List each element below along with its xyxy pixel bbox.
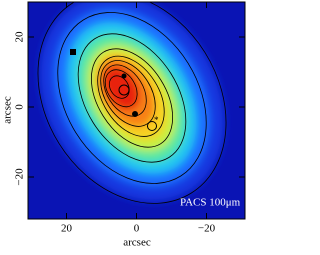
marker xyxy=(70,49,76,55)
x-tick-label: 0 xyxy=(134,223,140,235)
marker xyxy=(118,84,130,96)
y-axis-label: arcsec xyxy=(2,96,14,124)
y-tick-label: −20 xyxy=(14,168,26,186)
x-tick-label: −20 xyxy=(198,223,216,235)
marker xyxy=(121,73,127,79)
marker xyxy=(147,121,157,131)
chart: * PACS 100μm arcsec arcsec 20 0 −20 −20 0 20 xyxy=(2,1,246,249)
marker xyxy=(132,111,138,117)
marker: * xyxy=(154,115,159,125)
contours xyxy=(37,2,227,204)
annotation: PACS 100μm xyxy=(180,197,241,209)
y-tick-label: 20 xyxy=(14,31,26,43)
x-axis-label: arcsec xyxy=(123,237,151,249)
x-tick-label: 20 xyxy=(61,223,73,235)
y-tick-label: 0 xyxy=(14,104,26,110)
image: * xyxy=(28,2,245,219)
